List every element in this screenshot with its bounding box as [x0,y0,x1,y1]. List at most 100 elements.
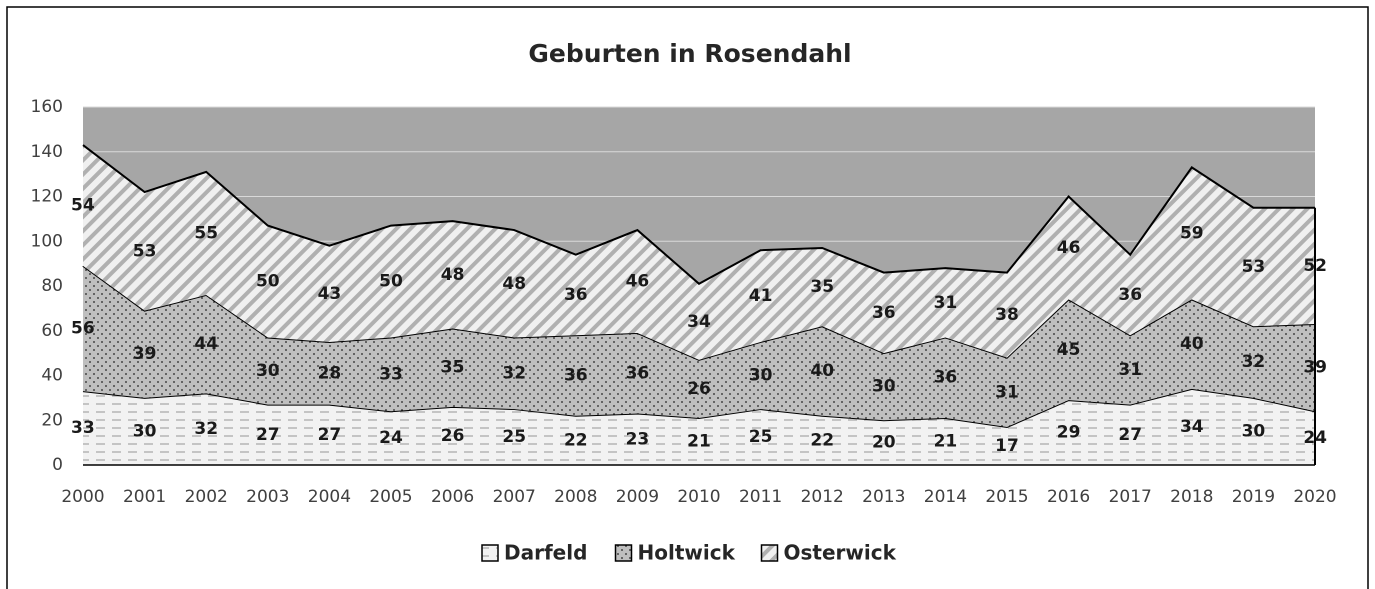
data-label: 26 [687,379,711,399]
data-label: 36 [934,368,958,388]
data-label: 53 [1242,257,1266,277]
data-label: 36 [872,303,896,323]
y-tick-label: 40 [41,366,63,386]
data-label: 32 [1242,352,1266,372]
data-label: 56 [71,319,95,339]
x-tick-label: 2013 [862,487,905,507]
data-label: 33 [71,418,95,438]
data-label: 32 [502,363,526,383]
data-label: 25 [502,427,526,447]
data-label: 31 [995,382,1019,402]
x-tick-label: 2015 [985,487,1028,507]
data-label: 20 [872,433,896,453]
data-label: 40 [1180,334,1204,354]
data-label: 43 [318,284,342,304]
data-label: 29 [1057,423,1081,443]
data-label: 30 [1242,421,1266,441]
legend-swatch [614,544,633,562]
data-label: 27 [256,425,280,445]
data-label: 46 [1057,238,1081,258]
x-tick-label: 2018 [1170,487,1213,507]
x-tick-label: 2010 [677,487,720,507]
data-label: 32 [194,419,218,439]
x-tick-label: 2009 [616,487,659,507]
data-label: 22 [564,430,588,450]
data-label: 53 [133,241,157,261]
data-label: 59 [1180,223,1204,243]
data-label: 33 [379,364,403,384]
area [83,388,1315,465]
y-tick-label: 120 [31,187,63,207]
chart-title: Geburten in Rosendahl [528,39,851,68]
x-tick-label: 2017 [1109,487,1152,507]
data-label: 41 [749,286,773,306]
data-label: 36 [1118,285,1142,305]
x-tick-label: 2000 [61,487,104,507]
x-tick-label: 2016 [1047,487,1090,507]
x-tick-label: 2019 [1232,487,1275,507]
legend-label: Darfeld [504,541,587,565]
area-edge [82,144,1315,285]
x-tick-label: 2020 [1293,487,1336,507]
data-label: 21 [687,432,711,452]
data-label: 34 [687,312,711,332]
data-label: 40 [810,361,834,381]
data-label: 27 [1118,425,1142,445]
data-label: 44 [194,334,218,354]
data-label: 31 [1118,360,1142,380]
y-tick-label: 60 [41,321,63,341]
x-tick-label: 2008 [554,487,597,507]
area [83,265,1315,427]
data-label: 36 [564,366,588,386]
data-label: 50 [256,272,280,292]
y-tick-label: 80 [41,276,63,296]
y-tick-label: 0 [52,455,63,475]
data-label: 26 [441,426,465,446]
legend-swatch [760,544,779,562]
x-tick-label: 2003 [246,487,289,507]
x-tick-label: 2005 [369,487,412,507]
data-label: 39 [1303,358,1327,378]
data-label: 30 [749,366,773,386]
x-tick-label: 2002 [185,487,228,507]
data-label: 52 [1303,256,1327,276]
data-label: 34 [1180,417,1204,437]
data-label: 31 [934,293,958,313]
data-label: 30 [256,361,280,381]
data-label: 25 [749,427,773,447]
x-tick-label: 2006 [431,487,474,507]
x-tick-label: 2014 [924,487,967,507]
area [83,145,1315,360]
data-label: 48 [441,265,465,285]
data-label: 48 [502,274,526,294]
data-label: 36 [564,285,588,305]
data-label: 50 [379,272,403,292]
data-label: 54 [71,195,95,215]
data-label: 27 [318,425,342,445]
data-label: 39 [133,344,157,364]
data-label: 24 [1303,428,1327,448]
data-label: 24 [379,428,403,448]
data-label: 17 [995,436,1019,456]
x-tick-label: 2011 [739,487,782,507]
x-tick-label: 2007 [493,487,536,507]
data-label: 55 [194,223,218,243]
legend-swatch [481,544,499,562]
data-label: 21 [934,432,958,452]
data-label: 45 [1057,340,1081,360]
x-tick-label: 2012 [801,487,844,507]
data-label: 36 [626,363,650,383]
x-tick-label: 2001 [123,487,166,507]
data-label: 35 [810,277,834,297]
legend-label: Osterwick [784,541,897,565]
y-tick-label: 160 [31,97,63,117]
y-tick-label: 100 [31,231,63,251]
data-label: 23 [626,429,650,449]
y-tick-label: 140 [31,142,63,162]
data-label: 22 [810,430,834,450]
data-label: 38 [995,305,1019,325]
data-label: 30 [872,377,896,397]
x-tick-label: 2004 [308,487,351,507]
legend-label: Holtwick [638,541,736,565]
